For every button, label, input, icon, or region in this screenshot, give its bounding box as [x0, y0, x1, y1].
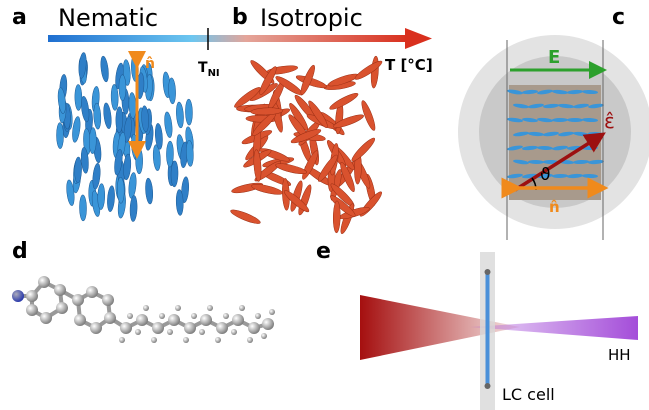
molecule — [350, 136, 377, 164]
hydrogen — [183, 337, 189, 343]
hydrogen — [247, 337, 253, 343]
angle-label: ϑ — [540, 165, 551, 185]
hydrogen — [215, 337, 221, 343]
panel-label: e — [316, 239, 331, 264]
hydrogen — [143, 305, 149, 311]
hydrogen — [269, 309, 275, 315]
panel-label: a — [12, 5, 27, 30]
isotropic-molecules — [229, 56, 384, 235]
molecule — [176, 102, 185, 128]
phase-label: Isotropic — [260, 4, 363, 32]
hydrogen — [119, 337, 125, 343]
cell-dot — [485, 269, 491, 275]
molecule — [102, 102, 112, 129]
axis-label: T [°C] — [385, 56, 433, 74]
hydrogen — [255, 313, 261, 319]
atom — [38, 276, 50, 288]
subscript: NI — [208, 68, 220, 79]
atom — [184, 322, 196, 334]
hydrogen — [127, 313, 133, 319]
atom — [248, 322, 260, 334]
atom — [136, 314, 148, 326]
molecule — [328, 91, 360, 112]
atom — [74, 314, 86, 326]
hydrogen — [135, 329, 141, 335]
molecule — [79, 195, 86, 221]
molecule — [100, 56, 110, 83]
molecule — [333, 201, 341, 233]
atom — [200, 314, 212, 326]
molecule — [145, 178, 154, 204]
atom — [104, 312, 116, 324]
director-label: n̂ — [549, 198, 560, 216]
molecule — [163, 111, 173, 138]
output-label: HH — [608, 346, 631, 364]
molecule — [130, 195, 138, 221]
panel-label: d — [12, 239, 28, 264]
molecule — [353, 59, 384, 82]
molecule — [107, 186, 116, 212]
molecule — [123, 154, 132, 180]
molecule — [80, 96, 90, 123]
atom — [120, 322, 132, 334]
molecule — [75, 84, 82, 110]
atom — [54, 284, 66, 296]
symbol: T — [198, 60, 208, 76]
molecule — [136, 148, 143, 174]
director-label: n̂ — [145, 56, 155, 72]
atom — [26, 304, 38, 316]
atom — [102, 294, 114, 306]
atom — [152, 322, 164, 334]
hydrogen — [223, 313, 229, 319]
temperature-axis — [48, 35, 408, 42]
hydrogen — [191, 313, 197, 319]
hydrogen — [167, 329, 173, 335]
arrow-head — [405, 28, 432, 49]
cell-label: LC cell — [502, 385, 555, 404]
molecule — [119, 75, 126, 101]
atom — [72, 294, 84, 306]
hydrogen — [239, 305, 245, 311]
polarization-label: ε̂ — [604, 109, 615, 133]
molecule — [275, 162, 308, 176]
output-beam — [470, 316, 638, 340]
atom — [56, 302, 68, 314]
transition-label: TNI — [198, 60, 220, 79]
nematic-molecules — [56, 52, 194, 222]
hydrogen — [199, 329, 205, 335]
hydrogen — [175, 305, 181, 311]
cell-dot — [485, 383, 491, 389]
molecule — [116, 107, 123, 133]
atom — [232, 314, 244, 326]
atom — [90, 322, 102, 334]
molecule — [93, 103, 101, 129]
hydrogen — [151, 337, 157, 343]
atom — [12, 290, 24, 302]
molecule — [168, 78, 176, 104]
panel-label: c — [612, 5, 625, 30]
atom — [168, 314, 180, 326]
field-label: E — [548, 47, 560, 68]
figure: a Nematic b Isotropic TNI T [°C] n̂ c E … — [0, 0, 649, 410]
hydrogen — [159, 313, 165, 319]
molecule — [229, 208, 261, 227]
molecule — [117, 177, 124, 203]
phase-label: Nematic — [58, 4, 158, 32]
atom — [216, 322, 228, 334]
molecule — [185, 99, 192, 125]
atom — [262, 318, 274, 330]
hydrogen — [207, 305, 213, 311]
molecule — [56, 123, 63, 149]
atom — [86, 286, 98, 298]
atom — [40, 312, 52, 324]
atom — [26, 290, 38, 302]
molecule — [97, 184, 105, 210]
molecule — [12, 276, 275, 343]
panel-label: b — [232, 5, 248, 30]
hydrogen — [261, 333, 267, 339]
hydrogen — [231, 329, 237, 335]
molecule — [74, 157, 82, 183]
molecule — [71, 116, 81, 143]
molecule — [251, 182, 284, 196]
